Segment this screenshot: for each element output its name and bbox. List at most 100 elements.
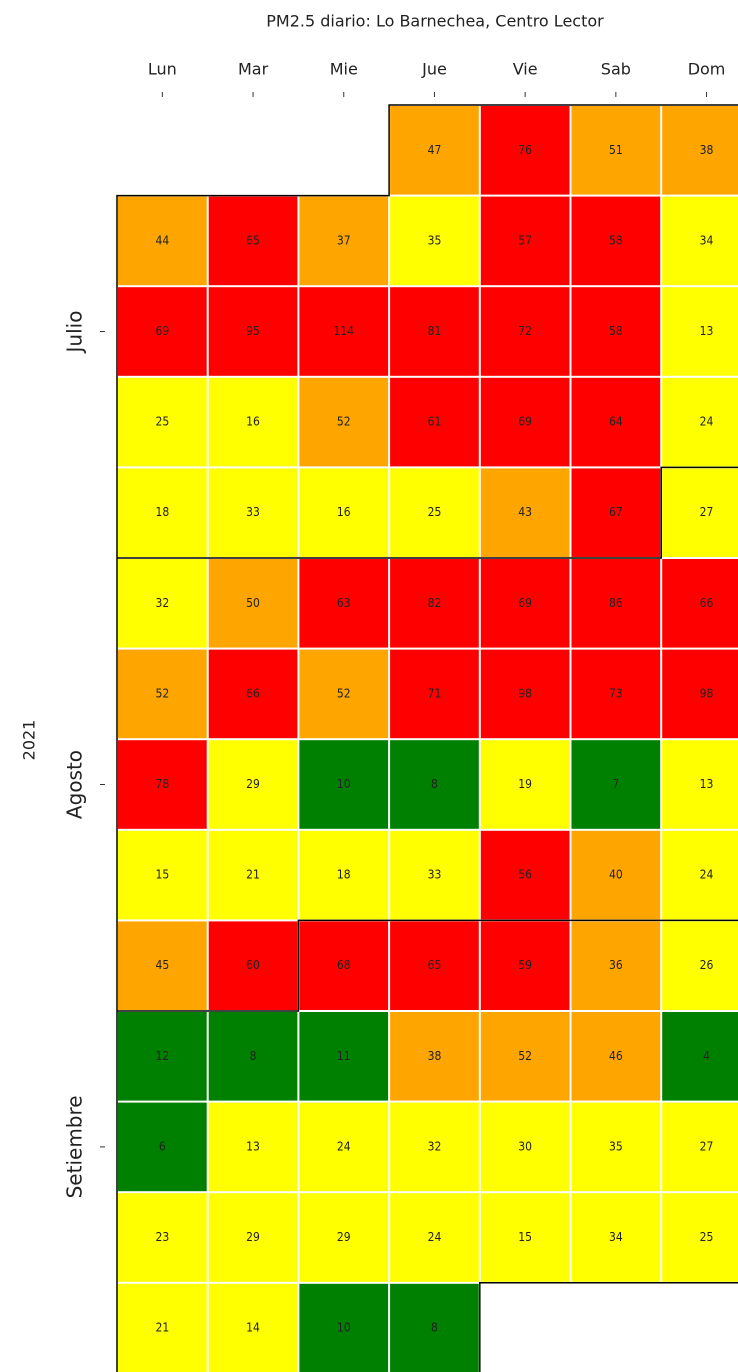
y-tick-label: Julio — [63, 311, 87, 355]
heat-cell — [480, 468, 570, 557]
heat-cell — [662, 377, 738, 467]
heat-cell — [571, 1102, 661, 1192]
heat-cell — [662, 1193, 738, 1282]
cell-label: 15 — [155, 868, 169, 882]
cell-label: 40 — [609, 868, 623, 882]
heat-cell — [571, 921, 661, 1010]
heat-cell — [208, 559, 298, 648]
cell-label: 10 — [337, 777, 351, 791]
cell-label: 16 — [337, 505, 351, 519]
cell-label: 63 — [337, 596, 351, 610]
cell-label: 69 — [155, 324, 169, 338]
cell-label: 68 — [337, 958, 351, 972]
heat-cell — [118, 468, 207, 557]
cell-label: 61 — [428, 415, 442, 429]
heat-cell — [299, 921, 389, 1010]
cell-label: 81 — [428, 324, 442, 338]
heat-cell — [118, 1283, 207, 1372]
cell-label: 24 — [428, 1230, 442, 1244]
heat-cell — [390, 1102, 479, 1192]
cell-label: 25 — [428, 505, 442, 519]
x-tick-label: Lun — [148, 60, 177, 79]
x-tick-label: Sab — [601, 60, 631, 79]
cell-label: 10 — [337, 1321, 351, 1335]
heat-cell — [208, 196, 298, 286]
heat-cell — [662, 649, 738, 739]
heat-cell — [299, 740, 389, 829]
heat-cell — [299, 1193, 389, 1282]
cell-label: 95 — [246, 324, 260, 338]
cell-label: 35 — [428, 233, 442, 247]
heat-cell — [390, 287, 479, 376]
cell-label: 13 — [700, 324, 714, 338]
cell-label: 69 — [518, 415, 532, 429]
cell-label: 16 — [246, 415, 260, 429]
heat-cell — [118, 196, 207, 286]
cell-label: 44 — [155, 233, 169, 247]
heat-cell — [208, 921, 298, 1010]
heat-cell — [662, 559, 738, 648]
cell-label: 32 — [155, 596, 169, 610]
heat-cell — [480, 1193, 570, 1282]
cell-label: 21 — [246, 868, 260, 882]
cell-label: 26 — [700, 958, 714, 972]
cell-label: 43 — [518, 505, 532, 519]
cell-label: 24 — [337, 1139, 351, 1153]
heat-cell — [299, 649, 389, 739]
heat-cell — [118, 559, 207, 648]
heat-cell — [480, 1102, 570, 1192]
cell-label: 60 — [246, 958, 260, 972]
heat-cell — [662, 287, 738, 376]
heat-cell — [299, 559, 389, 648]
heat-cell — [118, 287, 207, 376]
cell-label: 114 — [333, 324, 354, 338]
cell-label: 45 — [155, 958, 169, 972]
cell-label: 69 — [518, 596, 532, 610]
heat-cell — [299, 377, 389, 467]
y-tick-label: Setiembre — [63, 1095, 87, 1198]
cell-label: 25 — [700, 1230, 714, 1244]
heat-cell — [299, 287, 389, 376]
cell-label: 33 — [428, 868, 442, 882]
heat-cell — [480, 196, 570, 286]
cell-label: 30 — [518, 1139, 532, 1153]
heat-cell — [118, 740, 207, 829]
cell-label: 34 — [700, 233, 714, 247]
cell-label: 51 — [609, 143, 623, 157]
cell-label: 56 — [518, 868, 532, 882]
cell-label: 34 — [609, 1230, 623, 1244]
heat-cell — [480, 740, 570, 829]
cell-label: 19 — [518, 777, 532, 791]
heat-cell — [118, 1193, 207, 1282]
heat-cell — [480, 559, 570, 648]
cell-label: 18 — [155, 505, 169, 519]
heat-cell — [571, 196, 661, 286]
cell-label: 4 — [703, 1049, 710, 1063]
cell-label: 64 — [609, 415, 623, 429]
cell-label: 46 — [609, 1049, 623, 1063]
heat-cell — [299, 1012, 389, 1101]
cell-label: 27 — [700, 505, 714, 519]
heat-cell — [571, 649, 661, 739]
cell-label: 72 — [518, 324, 532, 338]
cell-label: 65 — [246, 233, 260, 247]
heat-cell — [662, 830, 738, 920]
cell-label: 73 — [609, 686, 623, 700]
heat-cell — [208, 830, 298, 920]
cell-label: 13 — [700, 777, 714, 791]
cell-label: 52 — [337, 415, 351, 429]
heat-cell — [571, 1193, 661, 1282]
heat-cell — [299, 830, 389, 920]
heat-cell — [662, 1012, 738, 1101]
cell-label: 29 — [246, 1230, 260, 1244]
cell-label: 65 — [428, 958, 442, 972]
heat-cell — [390, 1012, 479, 1101]
heat-cell — [571, 287, 661, 376]
y-axis-label: 2021 — [20, 720, 39, 761]
heat-cell — [208, 377, 298, 467]
cell-label: 66 — [700, 596, 714, 610]
cell-label: 18 — [337, 868, 351, 882]
heat-cell — [208, 1283, 298, 1372]
cell-label: 23 — [155, 1230, 169, 1244]
cell-label: 24 — [700, 415, 714, 429]
